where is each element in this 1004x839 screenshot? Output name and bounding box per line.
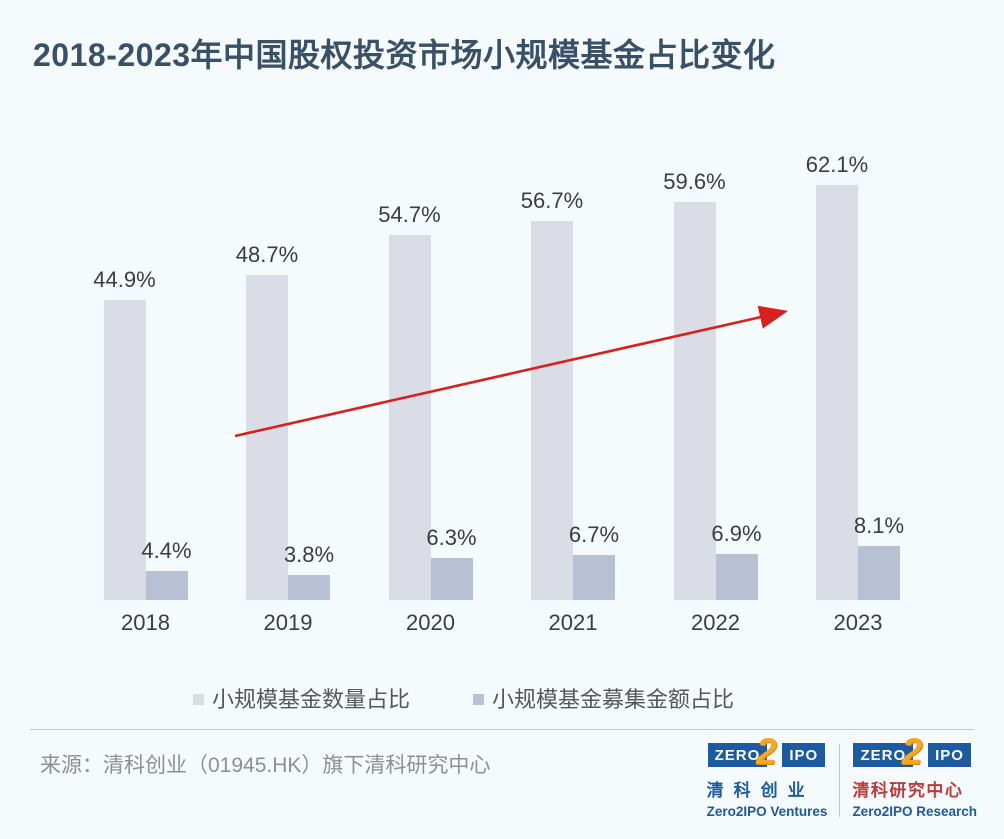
bar-2020-series-2: 6.3% [426, 525, 477, 600]
footer-logos: ZERO 2 IPO 清科创业 Zero2IPO Ventures ZERO 2… [706, 733, 977, 819]
bar-group-2020: 54.7% 6.3% [378, 202, 477, 600]
bar-value-label: 8.1% [853, 512, 905, 538]
logo-digit-2-icon: 2 [901, 731, 923, 772]
chart-title: 2018-2023年中国股权投资市场小规模基金占比变化 [33, 37, 776, 73]
x-axis-label-2023: 2023 [833, 610, 883, 635]
bar-value-label: 44.9% [93, 267, 156, 292]
bar-2022-series-1: 59.6% [663, 169, 726, 600]
bar-value-label: 54.7% [378, 201, 441, 227]
legend-item-1: 小规模基金数量占比 [193, 682, 410, 714]
source-text: 来源：清科创业（01945.HK）旗下清科研究中心 [40, 754, 491, 777]
logo-digit-2-icon: 2 [756, 731, 777, 772]
bar-2021-series-1: 56.7% [521, 188, 583, 600]
bar-2019-series-2: 3.8% [284, 542, 334, 600]
bar-2022-series-2: 6.9% [711, 521, 762, 600]
bar-2023-series-2: 8.1% [854, 513, 904, 600]
bar-value-label: 59.6% [663, 168, 726, 194]
legend-label: 小规模基金数量占比 [212, 687, 411, 712]
logo-divider [839, 744, 841, 817]
logo-box-zero: ZERO [706, 742, 769, 768]
bar-value-label: 56.7% [520, 188, 584, 214]
bar-2018-series-2: 4.4% [141, 538, 192, 600]
bar-value-label: 6.9% [711, 520, 762, 546]
logo-zero2ipo-ventures: ZERO 2 IPO 清科创业 Zero2IPO Ventures [706, 733, 828, 819]
bar-value-label: 6.7% [568, 522, 620, 548]
logo-ventures-cn-label: 清科创业 [706, 781, 815, 800]
footer-divider [30, 729, 974, 730]
logo-research-en-label: Zero2IPO Research [852, 804, 977, 819]
zero2ipo-logo-mark: ZERO 2 IPO [706, 733, 827, 770]
logo-research-cn-label: 清科研究中心 [852, 781, 964, 800]
logo-box-ipo: IPO [781, 742, 827, 768]
bar-value-label: 48.7% [235, 241, 299, 267]
x-axis-label-2021: 2021 [548, 610, 598, 635]
legend-swatch-icon [193, 693, 204, 705]
logo-ventures-en-label: Zero2IPO Ventures [706, 804, 828, 819]
bar-group-2019: 48.7% 3.8% [236, 242, 334, 600]
bar-group-2023: 62.1% 8.1% [806, 152, 904, 600]
legend-item-2: 小规模基金募集金额占比 [473, 682, 734, 714]
logo-box-zero: ZERO [852, 742, 915, 768]
zero2ipo-logo-mark: ZERO 2 IPO [852, 733, 972, 770]
bar-group-2021: 56.7% 6.7% [521, 188, 619, 600]
bar-value-label: 4.4% [141, 537, 192, 563]
bar-value-label: 62.1% [805, 152, 869, 178]
x-axis-label-2018: 2018 [121, 610, 170, 635]
x-axis-label-2022: 2022 [691, 610, 740, 635]
bar-2019-series-1: 48.7% [236, 242, 298, 600]
bar-group-2022: 59.6% 6.9% [663, 169, 762, 600]
logo-box-ipo: IPO [927, 742, 972, 768]
bar-2020-series-1: 54.7% [378, 202, 441, 600]
bar-value-label: 3.8% [283, 541, 335, 567]
bar-2021-series-2: 6.7% [569, 522, 619, 600]
legend-swatch-icon [473, 693, 484, 705]
bar-2023-series-1: 62.1% [806, 152, 868, 600]
legend-label: 小规模基金募集金额占比 [492, 687, 735, 712]
x-axis-label-2019: 2019 [263, 610, 313, 635]
x-axis-label-2020: 2020 [406, 610, 455, 635]
logo-zero2ipo-research: ZERO 2 IPO 清科研究中心 Zero2IPO Research [852, 733, 977, 819]
bar-group-2018: 44.9% 4.4% [93, 267, 192, 600]
bar-2018-series-1: 44.9% [93, 267, 156, 600]
bar-value-label: 6.3% [426, 524, 477, 550]
